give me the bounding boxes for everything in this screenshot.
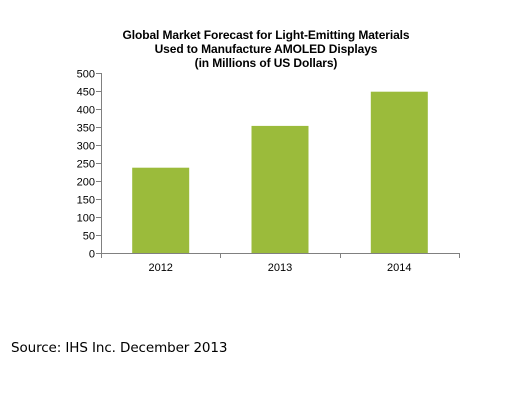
y-tick-label: 350 [77, 123, 95, 135]
x-tick-label-2014: 2014 [387, 262, 411, 274]
y-tick-label: 50 [83, 231, 95, 243]
chart-title-line-3: (in Millions of US Dollars) [194, 56, 338, 70]
y-tick-label: 500 [77, 69, 95, 81]
y-tick-label: 400 [77, 105, 95, 117]
y-tick-label: 250 [77, 159, 95, 171]
bar-2014 [370, 91, 428, 253]
x-tick-label-2013: 2013 [268, 262, 292, 274]
y-tick-label: 450 [77, 87, 95, 99]
y-tick-label: 200 [77, 177, 95, 189]
bar-2013 [251, 125, 309, 253]
y-tick-label: 0 [89, 249, 95, 261]
bar-2012 [132, 167, 190, 253]
y-tick-label: 100 [77, 213, 95, 225]
chart-title-line-2: Used to Manufacture AMOLED Displays [154, 42, 378, 56]
y-tick-label: 300 [77, 141, 95, 153]
source-note: Source: IHS Inc. December 2013 [11, 340, 228, 356]
chart-title-line-1: Global Market Forecast for Light-Emittin… [122, 28, 410, 42]
chart-title: Global Market Forecast for Light-Emittin… [0, 28, 532, 70]
y-tick-label: 150 [77, 195, 95, 207]
x-tick-label-2012: 2012 [148, 262, 172, 274]
